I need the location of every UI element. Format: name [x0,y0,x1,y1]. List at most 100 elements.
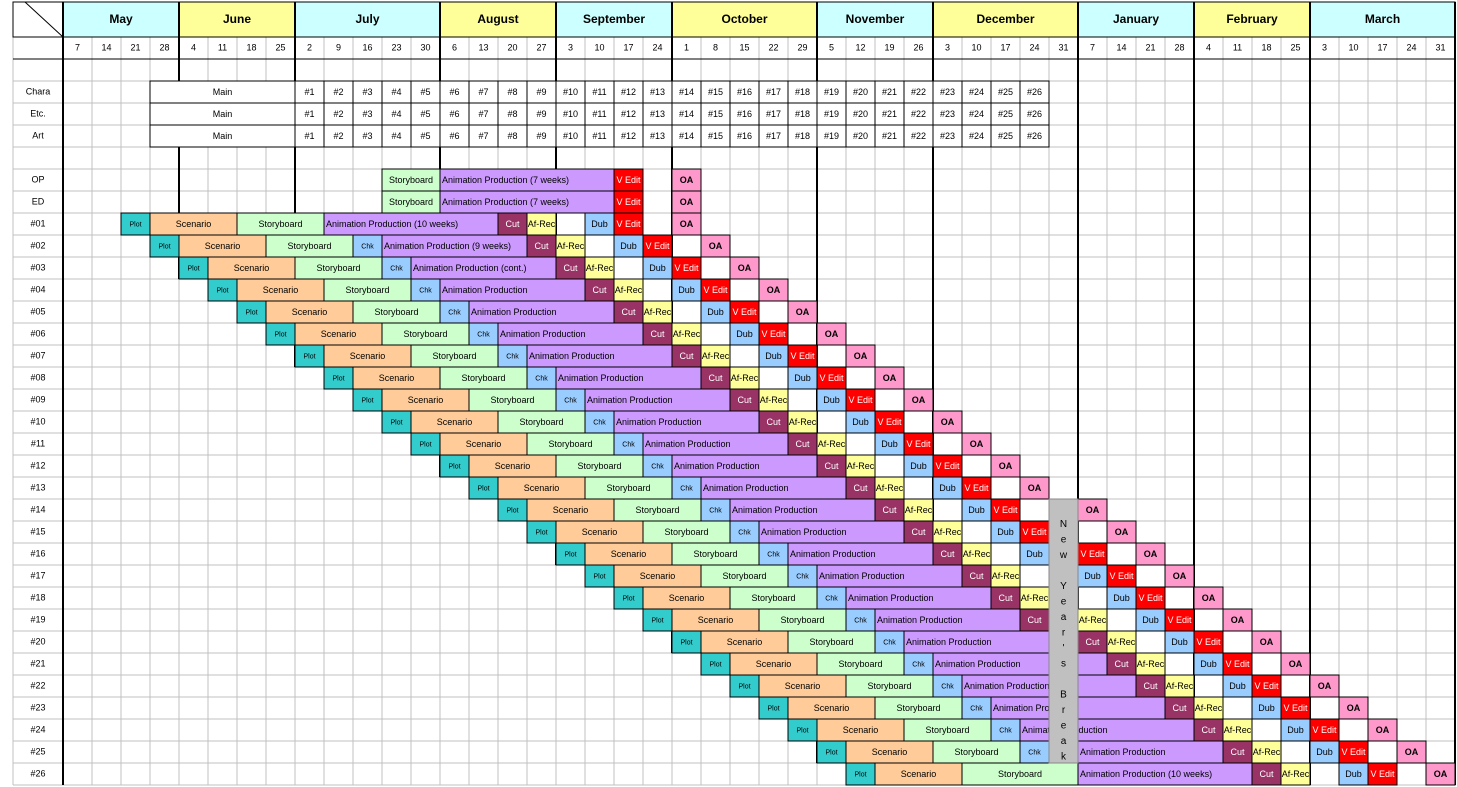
month-label: July [355,12,379,26]
day-label: 1 [684,42,689,52]
task-label: Scenario [350,351,386,361]
row-label: Chara [26,86,51,96]
task-label: OA [970,439,984,449]
day-label: 31 [1435,42,1445,52]
task-label: OA [1376,725,1390,735]
task-label: V Edit [906,439,931,449]
task-label: Dub [794,373,811,383]
task-cell [816,322,847,346]
task-label: Animation Production [819,571,905,581]
task-label: Plot [158,243,170,250]
task-label: #11 [592,87,606,97]
task-label: V Edit [1022,527,1047,537]
task-label: #2 [333,109,343,119]
task-label: Dub [939,483,956,493]
month-label: March [1365,12,1400,26]
task-label: #22 [911,109,926,119]
task-label: Storyboard [258,219,302,229]
task-label: Animation Production [732,505,818,515]
task-label: Chk [477,331,490,338]
task-label: #10 [563,131,578,141]
task-label: Animation Production [848,593,934,603]
task-label: Plot [854,771,866,778]
task-label: V Edit [790,351,815,361]
day-label: 21 [1145,42,1155,52]
day-label: 11 [218,42,227,52]
task-label: V Edit [674,263,699,273]
task-label: #24 [969,131,984,141]
task-label: #9 [536,87,546,97]
day-label: 10 [594,42,604,52]
task-label: Scenario [756,659,792,669]
task-label: V Edit [993,505,1018,515]
task-label: Chk [593,419,606,426]
task-label: Cut [766,417,781,427]
task-label: V Edit [819,373,844,383]
task-label: #20 [853,87,868,97]
task-label: Plot [419,441,431,448]
task-label: Animation Production [1080,747,1166,757]
task-label: #1 [304,87,314,97]
day-label: 23 [391,42,401,52]
task-label: #6 [449,109,459,119]
task-label: Cut [563,263,578,273]
task-label: Scenario [553,505,589,515]
task-label: Scenario [292,307,328,317]
month-label: May [109,12,133,26]
task-label: #11 [592,109,606,119]
task-label: Plot [564,551,576,558]
task-label: V Edit [1370,769,1395,779]
task-label: #7 [478,131,488,141]
task-label: #11 [592,131,606,141]
task-label: V Edit [732,307,757,317]
task-label: Af-Rec [789,417,817,427]
task-label: OA [1115,527,1129,537]
task-label: Af-Rec [1253,747,1281,757]
task-label: Scenario [437,417,473,427]
task-label: Animation Production [993,703,1079,713]
task-label: #23 [940,109,955,119]
day-label: 16 [362,42,372,52]
task-label: Af-Rec [847,461,875,471]
task-label: #19 [824,109,839,119]
task-cell [729,256,760,280]
task-label: #14 [679,131,694,141]
task-label: Scenario [263,285,299,295]
day-label: 4 [191,42,196,52]
task-label: Af-Rec [1079,615,1107,625]
task-label: OA [825,329,839,339]
task-label: #22 [911,87,926,97]
task-label: Plot [767,705,779,712]
day-label: 27 [536,42,546,52]
task-label: Af-Rec [992,571,1020,581]
task-label: Scenario [727,637,763,647]
task-label: OA [1231,615,1245,625]
task-label: #20 [853,131,868,141]
month-cell [1309,1,1456,38]
task-label: Dub [852,417,869,427]
task-label: Animation Production [500,329,586,339]
task-label: OA [854,351,868,361]
task-label: Dub [736,329,753,339]
task-label: Af-Rec [1021,593,1049,603]
task-label: Animation Production [645,439,731,449]
task-cell [1106,520,1137,544]
task-label: OA [1260,637,1274,647]
task-label: V Edit [616,219,641,229]
task-label: Dub [591,219,608,229]
task-label: OA [767,285,781,295]
task-label: #1 [304,109,314,119]
task-label: #15 [708,109,723,119]
task-label: Animation Production [935,659,1021,669]
day-label: 25 [1290,42,1300,52]
task-label: Af-Rec [702,351,730,361]
row-label: #13 [30,482,45,492]
task-label: Animation Production (9 weeks) [384,241,511,251]
task-label: OA [1202,593,1216,603]
row-label: #12 [30,460,45,470]
task-label: Chk [506,353,519,360]
task-label: #12 [621,87,636,97]
task-label: Plot [129,221,141,228]
task-label: Plot [738,683,750,690]
task-label: Chk [883,639,896,646]
